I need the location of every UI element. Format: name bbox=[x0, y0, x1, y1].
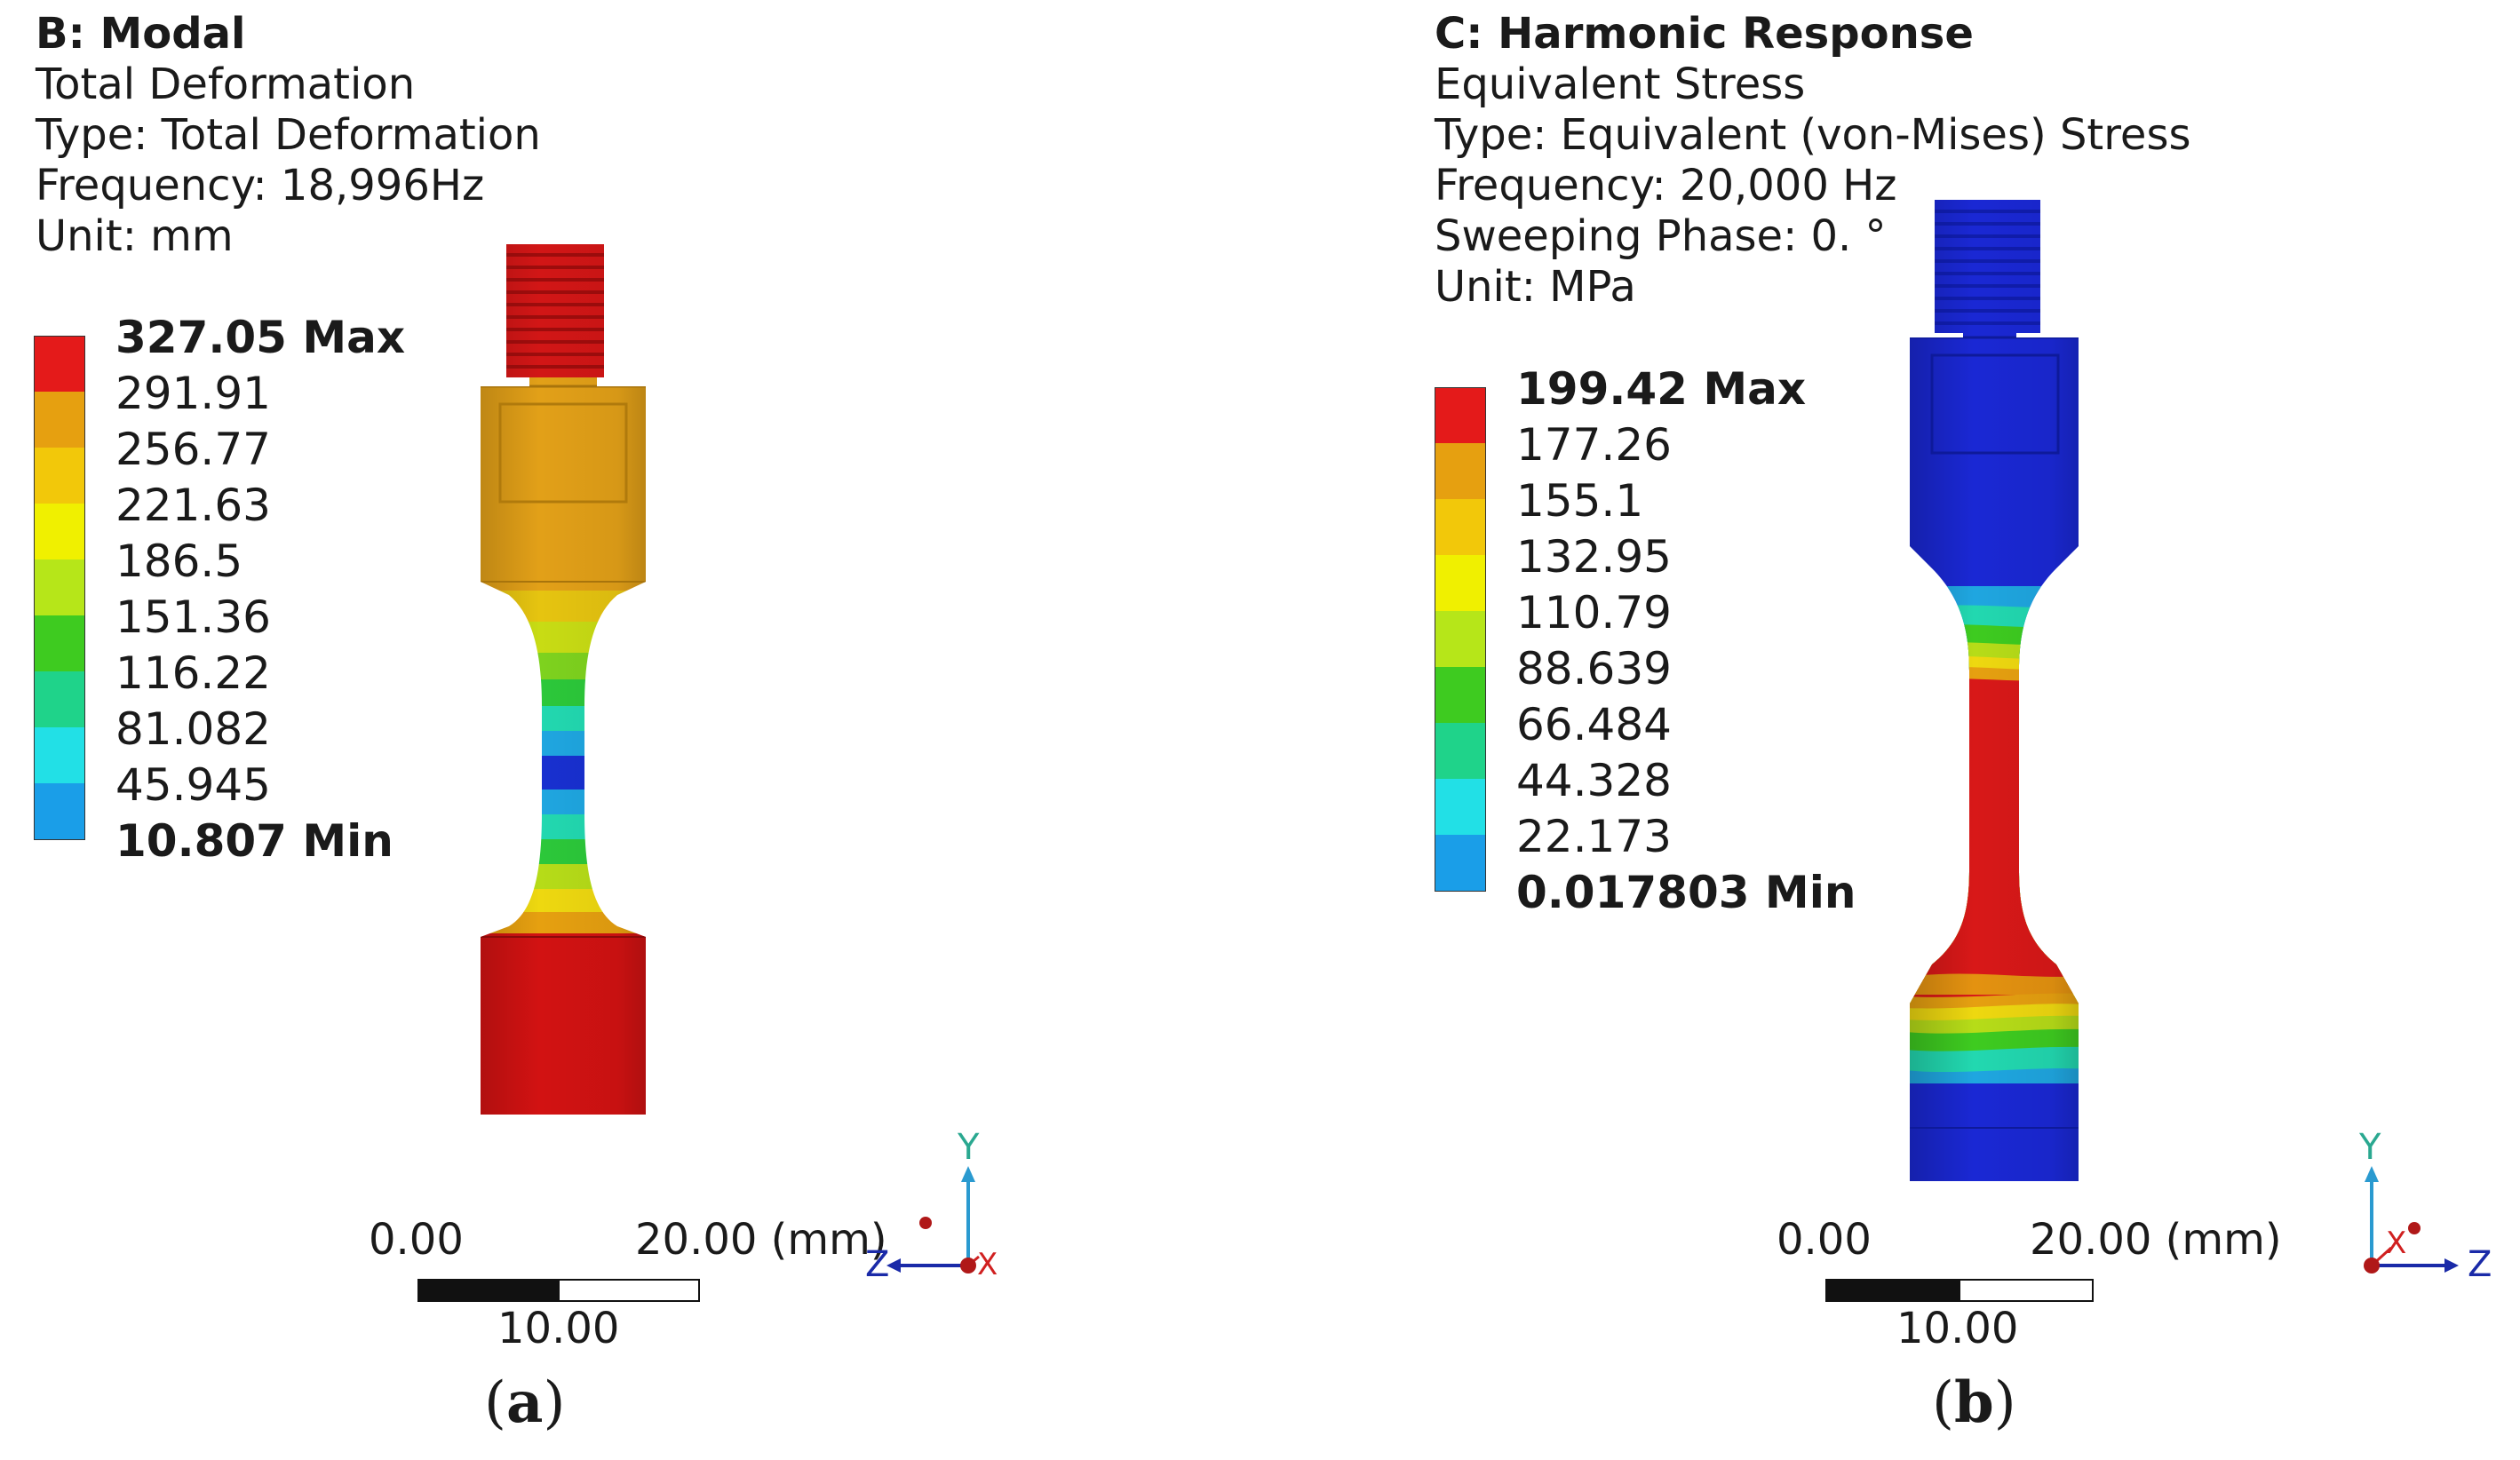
result-frequency: Frequency: 20,000 Hz bbox=[1435, 161, 1897, 210]
legend-swatch bbox=[34, 336, 85, 392]
legend-label: 256.77 bbox=[115, 424, 271, 475]
scale-bar: 0.00 20.00 (mm) 10.00 bbox=[369, 1215, 887, 1353]
result-type: Type: Total Deformation bbox=[36, 110, 541, 160]
scale-right-label: 20.00 (mm) bbox=[2030, 1215, 2282, 1265]
legend-swatch bbox=[34, 783, 85, 839]
caption-letter: b bbox=[1953, 1369, 1994, 1436]
panel-caption: (a) bbox=[484, 1369, 566, 1436]
panel-a-modal: B: Modal Total Deformation Type: Total D… bbox=[34, 9, 998, 1436]
legend-swatch bbox=[34, 559, 85, 615]
legend-swatch bbox=[34, 727, 85, 783]
legend-swatch bbox=[34, 615, 85, 671]
legend-label: 22.173 bbox=[1516, 811, 1672, 862]
legend-label: 81.082 bbox=[115, 703, 271, 755]
scale-left-label: 0.00 bbox=[1777, 1215, 1872, 1265]
legend-swatch bbox=[34, 504, 85, 559]
result-header: C: Harmonic Response Equivalent Stress T… bbox=[1435, 9, 2190, 313]
legend-swatch bbox=[34, 671, 85, 727]
specimen-model bbox=[481, 244, 646, 1115]
legend-swatch bbox=[1435, 499, 1486, 555]
legend-label: 132.95 bbox=[1516, 531, 1672, 583]
scale-bar-dark bbox=[417, 1279, 560, 1302]
legend-label: 110.79 bbox=[1516, 587, 1672, 639]
legend-label: 10.807 Min bbox=[115, 815, 394, 867]
result-frequency: Frequency: 18,996Hz bbox=[36, 161, 485, 210]
panel-caption: (b) bbox=[1932, 1369, 2016, 1436]
legend-label: 88.639 bbox=[1516, 643, 1672, 694]
legend-swatch bbox=[34, 448, 85, 504]
scale-bar-light bbox=[1959, 1279, 2094, 1302]
axis-x-label: X bbox=[977, 1247, 998, 1282]
legend-swatch bbox=[1435, 611, 1486, 667]
analysis-title: B: Modal bbox=[36, 9, 246, 59]
legend-label: 291.91 bbox=[115, 368, 271, 419]
legend-swatch bbox=[1435, 779, 1486, 835]
specimen-model bbox=[1910, 200, 2079, 1181]
axis-y-label: Y bbox=[957, 1127, 980, 1168]
axis-x-label: X bbox=[2386, 1226, 2406, 1261]
result-unit: Unit: MPa bbox=[1435, 262, 1636, 312]
legend-label: 155.1 bbox=[1516, 475, 1644, 527]
scale-bar-dark bbox=[1825, 1279, 1960, 1302]
legend-label: 116.22 bbox=[115, 647, 271, 699]
scale-right-label: 20.00 (mm) bbox=[635, 1215, 887, 1265]
legend-label: 199.42 Max bbox=[1516, 363, 1807, 415]
scale-bar-light bbox=[558, 1279, 700, 1302]
scale-bar: 0.00 20.00 (mm) 10.00 bbox=[1777, 1215, 2282, 1353]
legend-swatch bbox=[1435, 723, 1486, 779]
caption-letter: a bbox=[505, 1369, 544, 1436]
legend-swatch bbox=[1435, 891, 1486, 892]
legend-label: 177.26 bbox=[1516, 419, 1672, 471]
legend-label: 0.017803 Min bbox=[1516, 867, 1856, 918]
result-name: Total Deformation bbox=[36, 60, 416, 109]
result-header: B: Modal Total Deformation Type: Total D… bbox=[36, 9, 541, 262]
legend-swatch bbox=[1435, 667, 1486, 723]
axis-z-label: Z bbox=[2468, 1244, 2492, 1285]
legend-swatch bbox=[1435, 835, 1486, 891]
legend-swatch bbox=[1435, 443, 1486, 499]
legend-label: 66.484 bbox=[1516, 699, 1672, 750]
analysis-title: C: Harmonic Response bbox=[1435, 9, 1974, 59]
result-type: Type: Equivalent (von-Mises) Stress bbox=[1435, 110, 2191, 160]
legend-label: 151.36 bbox=[115, 591, 271, 643]
legend-swatch bbox=[34, 392, 85, 448]
legend-label: 44.328 bbox=[1516, 755, 1672, 806]
scale-mid-label: 10.00 bbox=[497, 1304, 620, 1353]
axis-triad: Y Z X bbox=[2358, 1127, 2492, 1285]
panel-b-harmonic: C: Harmonic Response Equivalent Stress T… bbox=[1421, 0, 2520, 1460]
axis-y-label: Y bbox=[2358, 1127, 2381, 1168]
scale-mid-label: 10.00 bbox=[1896, 1304, 2019, 1353]
result-phase: Sweeping Phase: 0. ° bbox=[1435, 211, 1887, 261]
legend-swatch bbox=[1435, 387, 1486, 443]
scale-left-label: 0.00 bbox=[369, 1215, 464, 1265]
legend-label: 221.63 bbox=[115, 480, 271, 531]
legend-label: 327.05 Max bbox=[115, 312, 406, 363]
legend-swatch bbox=[34, 839, 85, 840]
legend-label: 186.5 bbox=[115, 536, 243, 587]
axis-triad: Y Z X bbox=[865, 1127, 998, 1285]
result-name: Equivalent Stress bbox=[1435, 60, 1806, 109]
legend-swatch bbox=[1435, 555, 1486, 611]
legend-label: 45.945 bbox=[115, 759, 271, 811]
result-unit: Unit: mm bbox=[36, 211, 234, 261]
axis-z-label: Z bbox=[865, 1244, 889, 1285]
